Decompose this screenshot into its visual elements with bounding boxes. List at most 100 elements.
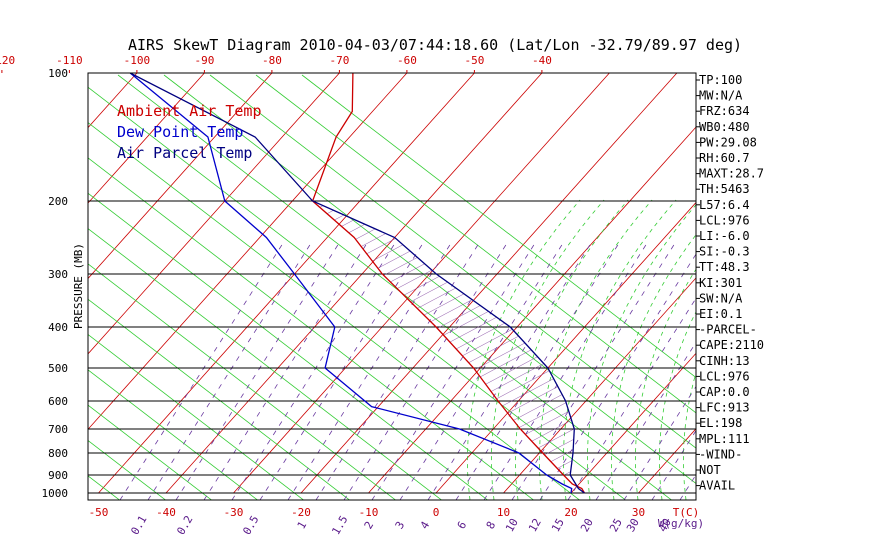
bottom-axis-unit: T(C) bbox=[673, 506, 700, 519]
pressure-tick-label: 600 bbox=[48, 395, 68, 408]
index-label: RH:60.7 bbox=[699, 151, 750, 165]
isotherm-line bbox=[435, 201, 696, 494]
legend-entry: Ambient Air Temp bbox=[117, 102, 262, 120]
chart-title: AIRS SkewT Diagram 2010-04-03/07:44:18.6… bbox=[127, 36, 743, 54]
isotherm-line bbox=[570, 352, 696, 494]
mixing-ratio-line bbox=[511, 239, 678, 500]
top-tick-label: -120 bbox=[0, 54, 15, 67]
mixing-ratio-line bbox=[147, 239, 314, 500]
bottom-tick-label: 10 bbox=[497, 506, 510, 519]
top-tick-label: -100 bbox=[124, 54, 151, 67]
dry-adiabat-line bbox=[301, 74, 696, 379]
index-label: TT:48.3 bbox=[699, 260, 750, 274]
mixing-ratio-tick-label: 0.2 bbox=[174, 513, 195, 537]
pressure-tick-label: 500 bbox=[48, 362, 68, 375]
bottom-tick-label: -40 bbox=[156, 506, 176, 519]
dry-adiabat-line bbox=[88, 334, 305, 500]
mixing-ratio-tick-label: 8 bbox=[484, 519, 499, 531]
index-label: LFC:913 bbox=[699, 401, 750, 415]
sounding-profiles bbox=[129, 73, 586, 494]
moist-adiabat-line bbox=[586, 204, 696, 500]
index-label: EI:0.1 bbox=[699, 307, 742, 321]
mixing-ratio-unit: W(g/kg) bbox=[658, 517, 704, 530]
index-label: -PARCEL- bbox=[699, 323, 757, 337]
mixing-ratio-tick-label: 40 bbox=[656, 516, 674, 534]
mixing-ratio-tick-label: 0.5 bbox=[240, 513, 261, 537]
mixing-ratio-tick-label: 20 bbox=[578, 516, 596, 534]
top-tick-label: -70 bbox=[329, 54, 349, 67]
mixing-ratio-tick-label: 2 bbox=[362, 519, 377, 531]
index-label: MAXT:28.7 bbox=[699, 167, 764, 181]
legend-entry: Air Parcel Temp bbox=[117, 144, 252, 162]
isotherm-line bbox=[88, 73, 340, 355]
index-label: LCL:976 bbox=[699, 369, 750, 383]
index-label: MPL:111 bbox=[699, 432, 750, 446]
series-line-dew-point-temp bbox=[129, 73, 573, 494]
y-axis-label: PRESSURE (MB) bbox=[72, 243, 85, 329]
plot-frame bbox=[87, 72, 697, 501]
bottom-tick-label: 0 bbox=[433, 506, 440, 519]
mixing-ratio-line bbox=[119, 239, 286, 500]
index-label: LI:-6.0 bbox=[699, 229, 750, 243]
mixing-ratio-line bbox=[175, 239, 342, 500]
index-label: SW:N/A bbox=[699, 291, 743, 305]
pressure-tick-label: 1000 bbox=[42, 487, 69, 500]
top-tick-label: -60 bbox=[397, 54, 417, 67]
bottom-tick-label: -50 bbox=[89, 506, 109, 519]
bottom-tick-label: -20 bbox=[291, 506, 311, 519]
background-grid bbox=[0, 73, 870, 505]
mixing-ratio-line bbox=[483, 239, 650, 500]
index-label: EL:198 bbox=[699, 416, 742, 430]
index-label: CINH:13 bbox=[699, 354, 750, 368]
mixing-ratio-line bbox=[427, 239, 594, 500]
mixing-ratio-line bbox=[399, 239, 566, 500]
mixing-ratio-line bbox=[455, 239, 622, 500]
pressure-tick-label: 300 bbox=[48, 268, 68, 281]
index-label: SI:-0.3 bbox=[699, 245, 750, 259]
index-label: WB0:480 bbox=[699, 120, 750, 134]
mixing-ratio-line bbox=[315, 239, 482, 500]
dry-adiabat-line bbox=[88, 157, 535, 500]
mixing-ratio-line bbox=[231, 239, 398, 500]
isotherm-line bbox=[98, 73, 475, 494]
bottom-tick-label: 20 bbox=[564, 506, 577, 519]
mixing-ratio-tick-label: 4 bbox=[418, 519, 433, 532]
dry-adiabat-line bbox=[88, 369, 259, 500]
index-label: TH:5463 bbox=[699, 182, 750, 196]
moist-adiabat-line bbox=[658, 310, 696, 500]
top-temperature-axis: -120 -110 -100 -90 -80 -70 -60 -50 -40 bbox=[0, 54, 552, 73]
index-label: CAPE:2110 bbox=[699, 338, 764, 352]
top-tick-label: -40 bbox=[532, 54, 552, 67]
isotherm-line bbox=[300, 73, 678, 494]
moist-adiabat-line bbox=[634, 268, 696, 500]
series-line-ambient-air-temp bbox=[311, 73, 586, 494]
mixing-ratio-tick-label: 15 bbox=[549, 516, 567, 534]
dry-adiabat-line bbox=[88, 228, 443, 500]
pressure-tick-label: 200 bbox=[48, 195, 68, 208]
isotherm-line bbox=[774, 73, 870, 493]
index-label: AVAIL bbox=[699, 479, 735, 493]
dry-adiabat-line bbox=[88, 404, 213, 500]
mixing-ratio-tick-label: 1 bbox=[295, 519, 310, 531]
moist-adiabat-line bbox=[610, 234, 696, 500]
mixing-ratio-tick-label: 6 bbox=[455, 519, 470, 531]
legend-entry: Dew Point Temp bbox=[117, 123, 243, 141]
pressure-tick-label: 400 bbox=[48, 321, 68, 334]
top-tick-label: -80 bbox=[262, 54, 282, 67]
index-label: PW:29.08 bbox=[699, 135, 757, 149]
mixing-ratio-tick-label: 30 bbox=[624, 516, 642, 534]
mixing-ratio-tick-label: 1.5 bbox=[329, 513, 350, 537]
bottom-temperature-axis: -50 -40 -30 -20 -10 0 10 20 30 T(C) bbox=[89, 506, 700, 519]
mixing-ratio-tick-label: 25 bbox=[607, 516, 625, 534]
index-label: KI:301 bbox=[699, 276, 742, 290]
index-label: CAP:0.0 bbox=[699, 385, 750, 399]
mixing-ratio-line bbox=[203, 239, 370, 500]
dry-adiabat-line bbox=[255, 74, 696, 414]
pressure-tick-label: 900 bbox=[48, 469, 68, 482]
index-label: -WIND- bbox=[699, 447, 742, 461]
legend: Ambient Air Temp Dew Point Temp Air Parcel… bbox=[117, 102, 262, 162]
dry-adiabat-line bbox=[0, 75, 80, 505]
index-label: L57:6.4 bbox=[699, 198, 750, 212]
index-label: FRZ:634 bbox=[699, 104, 750, 118]
